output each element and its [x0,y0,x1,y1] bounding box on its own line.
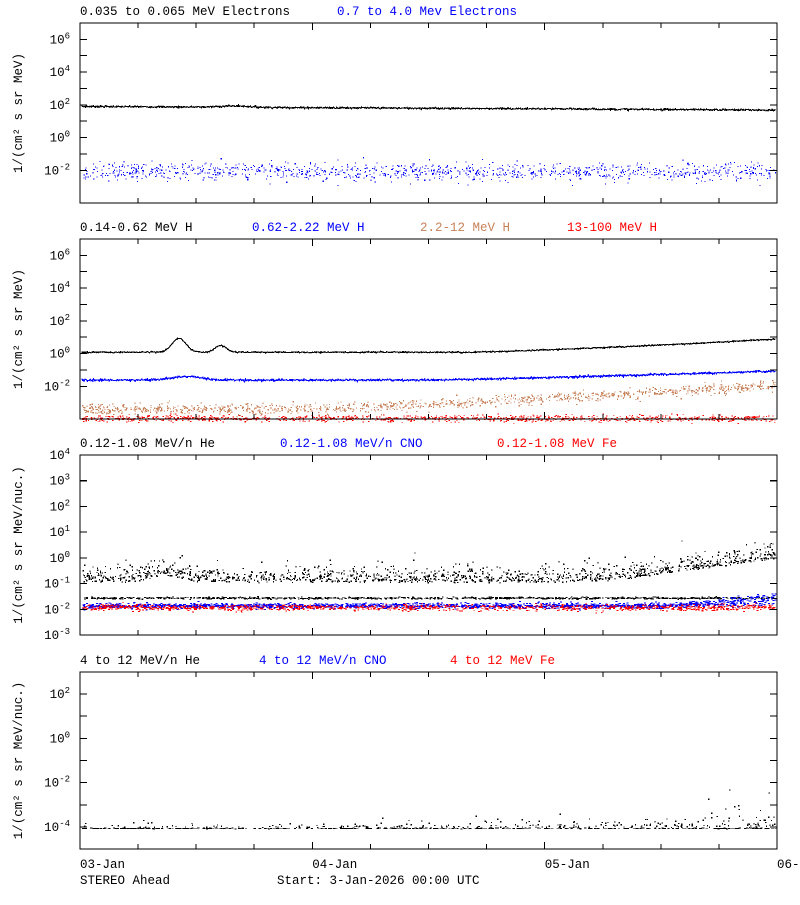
svg-text:1/(cm² s sr MeV/nuc.): 1/(cm² s sr MeV/nuc.) [12,682,26,840]
svg-text:04-Jan: 04-Jan [312,858,357,872]
svg-text:4 to 12 MeV Fe: 4 to 12 MeV Fe [450,654,555,668]
svg-text:4 to 12 MeV/n CNO: 4 to 12 MeV/n CNO [259,654,387,668]
svg-text:STEREO Ahead: STEREO Ahead [80,874,170,888]
svg-text:03-Jan: 03-Jan [80,858,125,872]
svg-text:1/(cm² s sr MeV): 1/(cm² s sr MeV) [12,53,26,173]
svg-text:0.7 to 4.0 Mev Electrons: 0.7 to 4.0 Mev Electrons [337,5,517,19]
svg-text:0.035 to 0.065 MeV Electrons: 0.035 to 0.065 MeV Electrons [80,5,290,19]
svg-text:0.62-2.22 MeV H: 0.62-2.22 MeV H [252,221,365,235]
svg-text:0.14-0.62 MeV H: 0.14-0.62 MeV H [80,221,193,235]
svg-text:0.12-1.08 MeV/n CNO: 0.12-1.08 MeV/n CNO [280,437,423,451]
svg-text:06-Jan: 06-Jan [777,858,800,872]
svg-text:13-100 MeV H: 13-100 MeV H [567,221,657,235]
svg-text:Start: 3-Jan-2026 00:00 UTC: Start: 3-Jan-2026 00:00 UTC [277,874,480,888]
svg-text:0.12-1.08 MeV Fe: 0.12-1.08 MeV Fe [497,437,617,451]
svg-text:1/(cm² s sr MeV): 1/(cm² s sr MeV) [12,269,26,389]
svg-text:2.2-12 MeV H: 2.2-12 MeV H [420,221,510,235]
svg-text:0.12-1.08 MeV/n He: 0.12-1.08 MeV/n He [80,437,215,451]
svg-text:4 to 12 MeV/n He: 4 to 12 MeV/n He [80,654,200,668]
svg-text:05-Jan: 05-Jan [545,858,590,872]
svg-text:1/(cm² s sr MeV/nuc.): 1/(cm² s sr MeV/nuc.) [12,466,26,624]
